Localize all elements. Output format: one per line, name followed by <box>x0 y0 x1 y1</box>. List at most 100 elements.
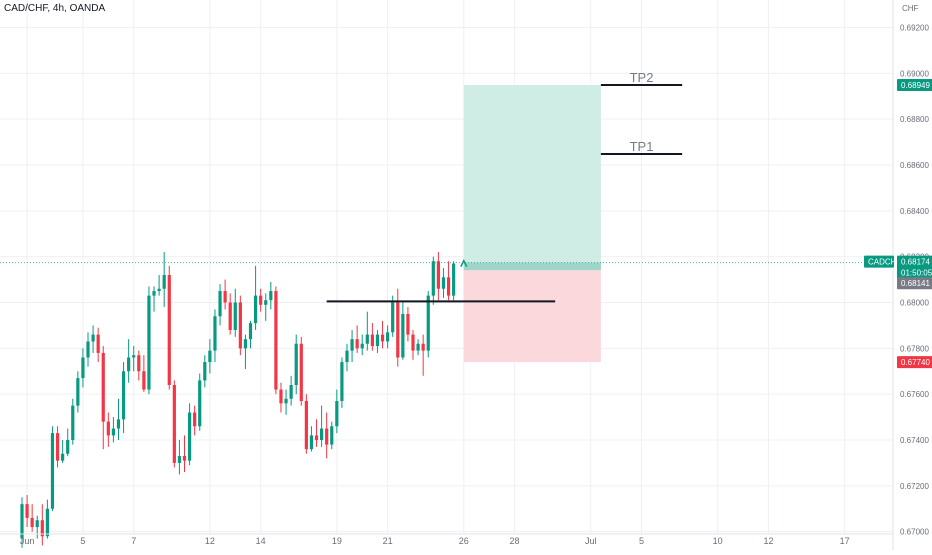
candle-body <box>142 371 146 390</box>
candle-body <box>203 362 207 381</box>
x-tick-label: Jul <box>585 536 597 546</box>
candle-body <box>243 339 248 349</box>
candle-body <box>157 288 161 292</box>
y-tick-label: 0.68600 <box>900 161 929 170</box>
candle-body <box>330 426 334 445</box>
candle-body <box>208 350 212 363</box>
candle-body <box>182 456 187 461</box>
entry-price-label-text: 0.68141 <box>901 279 930 288</box>
symbol-title: CAD/CHF, 4h, OANDA <box>4 3 106 14</box>
candle-body <box>401 313 405 358</box>
candle-body <box>299 343 303 402</box>
y-tick-label: 0.67800 <box>900 344 929 353</box>
candle-body <box>380 334 385 342</box>
candle-body <box>452 263 456 296</box>
candle-body <box>289 385 293 399</box>
candle-body <box>127 357 131 372</box>
candle-body <box>446 277 451 296</box>
candle-body <box>309 435 314 450</box>
candle-body <box>193 412 197 427</box>
x-tick-label: Jun <box>20 536 35 546</box>
candle-body <box>76 378 80 406</box>
candle-body <box>61 453 65 461</box>
drawings[interactable]: TP2 TP1 <box>0 70 893 303</box>
x-tick-label: 5 <box>80 536 85 546</box>
entry-price-label: 0.68141 <box>897 277 932 290</box>
y-tick-label: 0.69000 <box>900 69 929 78</box>
candle-body <box>30 517 34 528</box>
candle-body <box>116 419 121 429</box>
target-zone[interactable] <box>463 85 601 271</box>
candle-body <box>340 362 344 402</box>
candle-body <box>355 339 359 349</box>
candle-body <box>441 277 446 289</box>
candle-body <box>111 428 116 436</box>
candle-body <box>274 291 278 390</box>
entry-price-label-bg <box>897 277 932 290</box>
candle-body <box>360 343 364 349</box>
candle-body <box>370 334 374 347</box>
candle-body <box>91 334 95 342</box>
grid <box>0 0 893 534</box>
candle-body <box>172 385 176 463</box>
y-tick-label: 0.67000 <box>900 528 929 537</box>
x-tick-label: 7 <box>131 536 136 546</box>
y-tick-label: 0.67600 <box>900 390 929 399</box>
candle-body <box>66 440 70 454</box>
position-zones[interactable] <box>463 85 601 363</box>
candle-body <box>426 295 430 351</box>
x-tick-label: 10 <box>713 536 723 546</box>
x-tick-label: 28 <box>510 536 520 546</box>
last-price-label-bg <box>897 255 932 280</box>
x-tick-label: 12 <box>763 536 773 546</box>
candle-body <box>325 428 329 445</box>
stop-price-label-bg <box>897 356 932 369</box>
candle-body <box>375 334 380 347</box>
candle-body <box>55 433 60 461</box>
candle-body <box>137 355 141 372</box>
candle-body <box>187 412 192 461</box>
y-tick-label: 0.67200 <box>900 482 929 491</box>
price-labels: 0.68949 CADCHF 0.68174 01:50:050.68141 0.677… <box>864 79 932 369</box>
candle-body <box>40 520 44 537</box>
candle-body <box>106 421 110 436</box>
y-tick-label: 0.68000 <box>900 299 929 308</box>
y-tick-label: 0.69200 <box>900 24 929 33</box>
candle-body <box>421 343 425 351</box>
candle-body <box>411 334 415 351</box>
candle-body <box>431 261 435 296</box>
candle-body <box>45 508 49 537</box>
candle-body <box>264 300 268 305</box>
target-price-label: 0.68949 <box>897 79 932 92</box>
candle-body <box>218 291 222 317</box>
candle-body <box>35 520 39 528</box>
y-tick-label: 0.68400 <box>900 207 929 216</box>
stop-price-label: 0.67740 <box>897 356 932 369</box>
candle-body <box>121 371 126 420</box>
candle-body <box>279 389 283 404</box>
candle-body <box>269 291 273 301</box>
candle-body <box>223 291 227 303</box>
candle-body <box>386 332 390 342</box>
tp-label: TP1 <box>630 139 654 154</box>
open-pnl-zone[interactable] <box>463 262 601 271</box>
symbol-price-tag-text: CADCHF <box>868 258 901 267</box>
candle-body <box>233 302 237 330</box>
tp-label: TP2 <box>630 70 654 85</box>
candle-body <box>259 295 263 305</box>
x-tick-label: 19 <box>332 536 342 546</box>
candle-body <box>162 275 166 289</box>
last-price-label: 0.68174 01:50:05 <box>897 255 932 280</box>
candle-body <box>345 350 349 363</box>
last-price-label-text: 0.68174 <box>901 258 930 267</box>
x-tick-label: 12 <box>205 536 215 546</box>
stop-zone[interactable] <box>463 270 601 363</box>
symbol-price-tag-bg <box>864 255 894 268</box>
candle-body <box>81 357 85 379</box>
candle-body <box>284 398 288 404</box>
x-tick-label: 21 <box>383 536 393 546</box>
candle-body <box>50 433 55 509</box>
